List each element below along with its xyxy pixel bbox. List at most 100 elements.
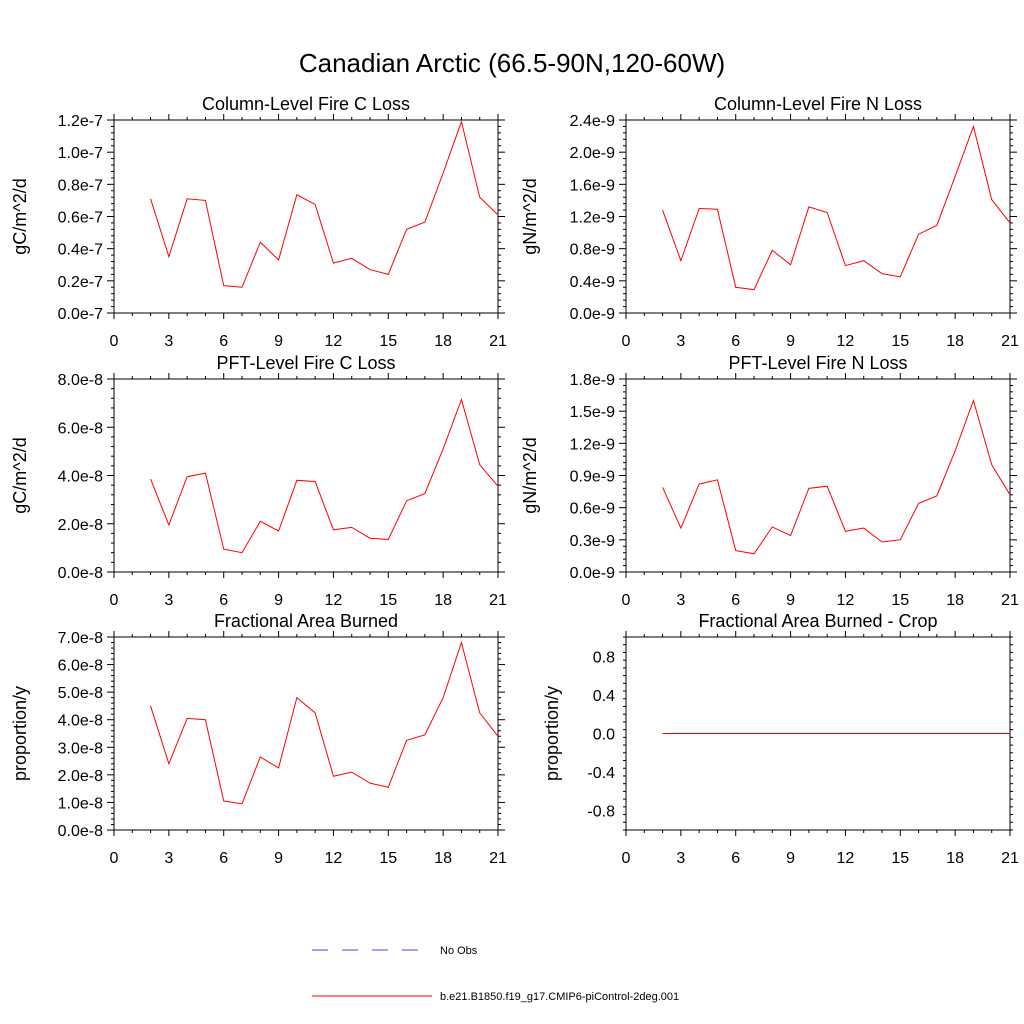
panel-6-y-tick-label: -0.8 <box>587 804 615 821</box>
panel-1-y-tick-label: 0.4e-7 <box>58 242 103 259</box>
panel-6-y-tick-label: 0.4 <box>593 688 615 705</box>
panel-3-y-tick-label: 8.0e-8 <box>58 372 103 389</box>
panel-6-x-tick-label: 9 <box>786 850 795 867</box>
panel-4-y-tick-label: 0.6e-9 <box>570 501 615 518</box>
panel-4: PFT-Level Fire N Loss gN/m^2/d 0 3 6 9 12 15 18 2… <box>520 353 1019 609</box>
panel-2-x-tick-label: 3 <box>676 333 685 350</box>
panel-5-y-tick-label: 4.0e-8 <box>58 713 103 730</box>
panel-4-series-line <box>662 398 1011 555</box>
panel-2-x-tick-label: 12 <box>837 333 855 350</box>
panel-4-y-tick-label: 0.0e-9 <box>570 565 615 582</box>
panel-5-y-tick-label: 3.0e-8 <box>58 740 103 757</box>
panel-3: PFT-Level Fire C Loss gC/m^2/d 0 3 6 9 12 15 18 2… <box>10 353 507 609</box>
legend: No Obs b.e21.B1850.f19_g17.CMIP6-piContr… <box>312 945 679 1003</box>
panel-5-frame <box>113 636 499 831</box>
panel-5-y-label: proportion/y <box>10 686 30 781</box>
panel-1-series-line <box>150 119 499 288</box>
panel-1-frame <box>113 119 499 314</box>
panel-6-x-tick-label: 18 <box>946 850 964 867</box>
panel-5-x-tick-label: 3 <box>164 850 173 867</box>
panel-1-x-tick-label: 18 <box>434 333 452 350</box>
panel-5-y-tick-label: 5.0e-8 <box>58 685 103 702</box>
panel-2-x-tick-label: 15 <box>891 333 909 350</box>
panel-4-title: PFT-Level Fire N Loss <box>728 353 907 373</box>
panel-1-y-tick-label: 0.2e-7 <box>58 274 103 291</box>
panel-2-x-tick-label: 18 <box>946 333 964 350</box>
panel-3-series-line <box>150 397 499 554</box>
panel-6-x-tick-label: 6 <box>731 850 740 867</box>
panel-3-y-tick-label: 4.0e-8 <box>58 469 103 486</box>
panel-1-x-tick-label: 9 <box>274 333 283 350</box>
panel-6-x-tick-label: 21 <box>1001 850 1019 867</box>
panel-4-frame <box>625 378 1011 573</box>
panel-2-x-tick-label: 9 <box>786 333 795 350</box>
panel-3-x-tick-label: 9 <box>274 592 283 609</box>
panel-5-title: Fractional Area Burned <box>214 611 398 631</box>
panel-2-y-tick-label: 0.4e-9 <box>570 274 615 291</box>
panel-6-x-tick-label: 0 <box>622 850 631 867</box>
panel-3-y-tick-label: 0.0e-8 <box>58 565 103 582</box>
panel-2-x-tick-label: 0 <box>622 333 631 350</box>
panel-4-x-tick-label: 6 <box>731 592 740 609</box>
panel-2-y-label: gN/m^2/d <box>520 178 540 254</box>
panel-5-y-tick-label: 6.0e-8 <box>58 658 103 675</box>
panel-1-x-tick-label: 15 <box>379 333 397 350</box>
panel-4-y-tick-label: 1.8e-9 <box>570 372 615 389</box>
panel-2-x-tick-label: 6 <box>731 333 740 350</box>
panel-2-y-tick-label: 0.8e-9 <box>570 242 615 259</box>
panel-3-x-tick-label: 0 <box>110 592 119 609</box>
panel-1-y-tick-label: 1.2e-7 <box>58 113 103 130</box>
panel-3-y-tick-label: 6.0e-8 <box>58 420 103 437</box>
panel-grid: Column-Level Fire C Loss gC/m^2/d 0 3 6 9 12 15… <box>10 94 1019 867</box>
panel-1-y-label: gC/m^2/d <box>10 178 30 254</box>
panel-4-x-tick-label: 0 <box>622 592 631 609</box>
panel-4-x-tick-label: 9 <box>786 592 795 609</box>
panel-1-y-tick-label: 1.0e-7 <box>58 145 103 162</box>
panel-2-y-tick-label: 1.2e-9 <box>570 210 615 227</box>
panel-5-y-tick-label: 7.0e-8 <box>58 630 103 647</box>
panel-1-x-tick-label: 6 <box>219 333 228 350</box>
panel-3-x-tick-label: 15 <box>379 592 397 609</box>
panel-2-frame <box>625 119 1011 314</box>
panel-6-y-label: proportion/y <box>542 686 562 781</box>
panel-1-y-tick-label: 0.6e-7 <box>58 210 103 227</box>
panel-4-y-tick-label: 1.2e-9 <box>570 436 615 453</box>
panel-1-x-tick-label: 21 <box>489 333 507 350</box>
panel-2: Column-Level Fire N Loss gN/m^2/d 0 3 6 9 12 15… <box>520 94 1019 350</box>
panel-2-y-tick-label: 2.0e-9 <box>570 145 615 162</box>
panel-3-title: PFT-Level Fire C Loss <box>216 353 395 373</box>
panel-4-x-tick-label: 3 <box>676 592 685 609</box>
panel-6: Fractional Area Burned - Crop proportion/… <box>542 611 1019 867</box>
panel-5-y-tick-label: 0.0e-8 <box>58 823 103 840</box>
panel-6-title: Fractional Area Burned - Crop <box>698 611 937 631</box>
panel-4-y-tick-label: 1.5e-9 <box>570 404 615 421</box>
panel-1-x-tick-label: 0 <box>110 333 119 350</box>
panel-5-series-line <box>150 640 499 805</box>
panel-3-x-tick-label: 12 <box>325 592 343 609</box>
panel-5-x-tick-label: 18 <box>434 850 452 867</box>
panel-5: Fractional Area Burned proportion/y 0 3 6 9 12… <box>10 611 507 867</box>
legend-label-model: b.e21.B1850.f19_g17.CMIP6-piControl-2deg… <box>440 991 679 1003</box>
panel-5-x-tick-label: 15 <box>379 850 397 867</box>
panel-4-x-tick-label: 21 <box>1001 592 1019 609</box>
panel-4-y-tick-label: 0.3e-9 <box>570 533 615 550</box>
panel-4-x-tick-label: 15 <box>891 592 909 609</box>
panel-6-y-tick-label: -0.4 <box>587 765 615 782</box>
panel-6-x-tick-label: 12 <box>837 850 855 867</box>
panel-4-y-tick-label: 0.9e-9 <box>570 469 615 486</box>
panel-5-y-tick-label: 2.0e-8 <box>58 768 103 785</box>
panel-3-x-tick-label: 3 <box>164 592 173 609</box>
panel-5-x-tick-label: 21 <box>489 850 507 867</box>
legend-label-no-obs: No Obs <box>440 945 478 957</box>
panel-3-y-label: gC/m^2/d <box>10 437 30 513</box>
panel-1-x-tick-label: 3 <box>164 333 173 350</box>
panel-3-frame <box>113 378 499 573</box>
panel-4-y-label: gN/m^2/d <box>520 437 540 513</box>
panel-3-y-tick-label: 2.0e-8 <box>58 517 103 534</box>
panel-3-x-tick-label: 21 <box>489 592 507 609</box>
panel-1-y-tick-label: 0.0e-7 <box>58 306 103 323</box>
panel-5-x-tick-label: 9 <box>274 850 283 867</box>
panel-5-x-tick-label: 12 <box>325 850 343 867</box>
panel-2-y-tick-label: 0.0e-9 <box>570 306 615 323</box>
